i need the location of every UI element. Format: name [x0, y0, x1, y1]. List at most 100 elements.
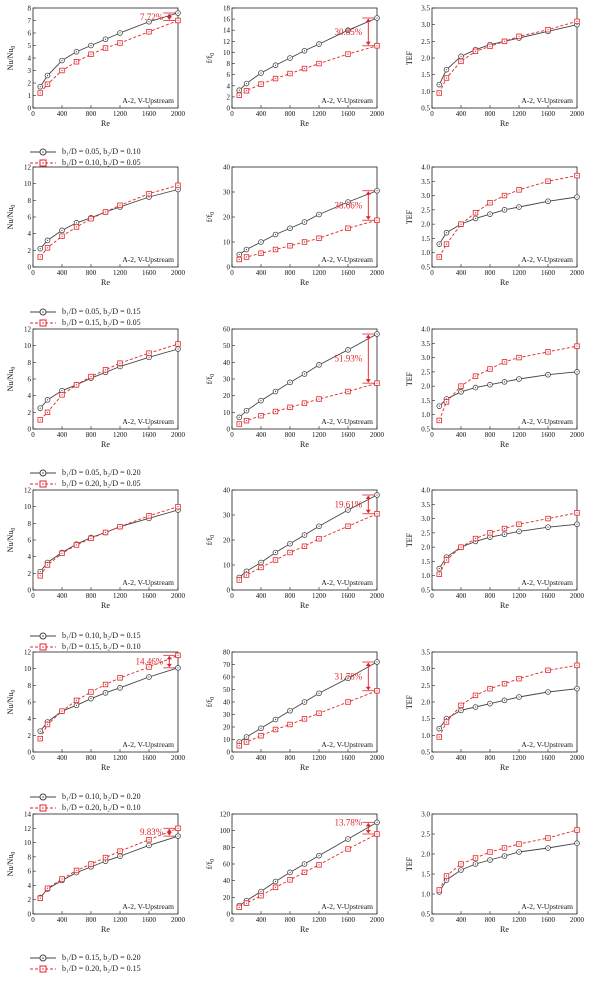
legend-row-3: b₁/D = 0.10, b₂/D = 0.15 b₁/D = 0.15, b₂… [30, 630, 230, 652]
data-point-center [104, 47, 107, 49]
y-tick-label: 4 [28, 715, 32, 723]
series-line-0 [238, 333, 378, 418]
y-tick-label: 2.0 [421, 851, 430, 859]
data-point-center [245, 420, 248, 422]
data-point-center [576, 371, 578, 373]
legend-swatch-solid [30, 308, 56, 315]
x-axis-label: Re [500, 763, 509, 772]
data-point-center [518, 356, 520, 359]
data-point-center [503, 847, 506, 849]
data-point-center [518, 843, 520, 845]
y-tick-label: 0 [28, 911, 32, 919]
data-point-center [90, 375, 92, 378]
plot-frame [231, 328, 378, 430]
y-axis-label: Nu/Nu0 [6, 690, 17, 715]
data-point-center [347, 509, 349, 511]
data-point-center [289, 406, 291, 408]
data-point-center [148, 193, 150, 195]
legend-swatch-dashed [30, 643, 56, 650]
x-tick-label: 2000 [570, 269, 585, 277]
legend-swatch-solid [30, 954, 56, 961]
y-tick-label: 3.0 [421, 192, 430, 200]
y-tick-label: 10 [223, 736, 231, 744]
y-axis-label: f/f0 [205, 859, 216, 870]
data-point-center [148, 196, 150, 198]
y-tick-label: 6 [28, 376, 32, 384]
y-tick-label: 3.0 [421, 515, 430, 523]
pct-arrow-head-down [365, 509, 371, 514]
y-tick-label: 10 [223, 49, 231, 57]
x-tick-label: 0 [230, 592, 234, 600]
plot-frame [32, 166, 179, 268]
data-point-center [547, 837, 549, 839]
data-point-center [260, 561, 262, 564]
legend-item: b₁/D = 0.20, b₂/D = 0.15 [30, 963, 230, 974]
data-point-center [274, 718, 277, 721]
y-tick-label: 80 [223, 649, 231, 657]
x-tick-label: 400 [256, 754, 267, 762]
x-tick-label: 400 [456, 110, 467, 118]
plot-frame [32, 489, 179, 591]
x-tick-label: 1600 [142, 916, 157, 924]
data-point-center [318, 364, 320, 366]
data-point-center [46, 564, 49, 566]
x-tick-label: 1600 [142, 269, 157, 277]
x-tick-label: 800 [285, 431, 296, 439]
data-point-center [177, 19, 179, 22]
data-point-center [75, 51, 78, 53]
y-tick-label: 1.0 [421, 891, 430, 899]
chart-r1-c0: 0 2 4 6 8 10 12 0 400 800 1200 1600 2000 Re Nu/Nu0 A-2,… [6, 164, 186, 288]
x-axis-label: Re [500, 601, 509, 610]
data-point-center [148, 31, 150, 33]
x-tick-label: 1200 [312, 592, 327, 600]
data-point-center [576, 345, 578, 347]
data-point-center [445, 875, 448, 877]
x-tick-label: 0 [31, 110, 35, 118]
series-line-0 [39, 12, 179, 87]
pct-arrow-head-down [166, 663, 172, 668]
data-point-center [474, 212, 477, 214]
data-point-center [518, 378, 520, 380]
data-point-center [376, 17, 378, 19]
y-tick-label: 4.0 [421, 326, 430, 334]
y-tick-label: 12 [24, 825, 32, 833]
legend-swatch-dashed [30, 480, 56, 487]
y-tick-label: 20 [223, 392, 231, 400]
data-point-center [347, 349, 349, 351]
x-tick-label: 800 [485, 110, 496, 118]
legend-label: b₁/D = 0.20, b₂/D = 0.10 [62, 803, 141, 812]
pct-arrow-head-up [166, 655, 172, 660]
data-point-center [438, 419, 440, 422]
x-tick-label: 0 [230, 431, 234, 439]
data-point-center [75, 869, 78, 872]
data-point-center [503, 381, 506, 383]
data-point-center [518, 696, 520, 698]
y-axis-label: TEF [405, 856, 414, 871]
data-point-center [148, 666, 150, 668]
x-tick-label: 400 [57, 110, 68, 118]
y-tick-label: 18 [223, 5, 231, 13]
data-point-center [518, 851, 520, 853]
series-line-1 [438, 512, 578, 575]
legend-swatch-solid [30, 793, 56, 800]
data-point-center [576, 664, 578, 666]
series-line-0 [39, 189, 179, 249]
data-point-center [474, 50, 477, 52]
y-tick-label: 0.5 [421, 911, 430, 919]
data-point-center [347, 227, 349, 229]
data-point-center [238, 89, 240, 91]
x-tick-label: 2000 [171, 110, 186, 118]
data-point-center [274, 886, 277, 888]
y-tick-label: 2 [227, 93, 231, 101]
y-tick-label: 1.0 [421, 249, 430, 257]
data-point-center [238, 423, 240, 425]
data-point-center [576, 842, 578, 844]
data-point-center [119, 855, 121, 857]
data-point-center [460, 863, 462, 865]
data-point-center [445, 401, 448, 403]
series-line-1 [39, 506, 179, 577]
data-point-center [303, 701, 306, 703]
y-tick-label: 2.0 [421, 544, 430, 552]
data-point-center [46, 74, 49, 77]
